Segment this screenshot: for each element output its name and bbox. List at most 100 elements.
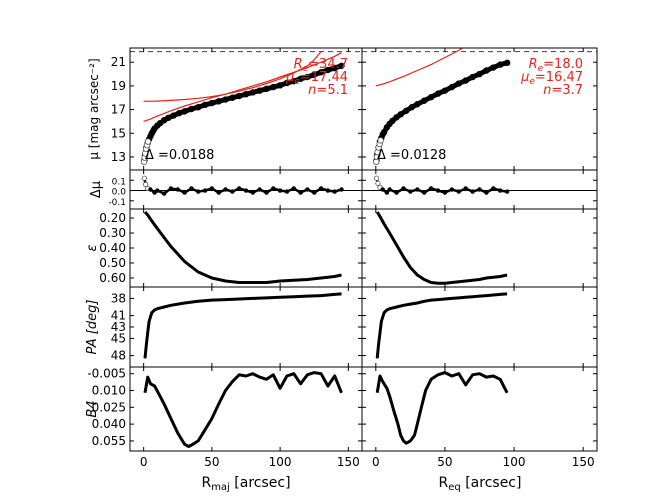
- y-tick-label: 0.010: [92, 384, 126, 398]
- dmu-point: [264, 190, 269, 195]
- dmu-point: [463, 186, 468, 191]
- dmu-point: [387, 187, 392, 192]
- mu-data-line: [141, 63, 343, 161]
- delta-label: Δ =0.0188: [145, 148, 214, 163]
- dmu-point: [332, 189, 337, 194]
- sersic-model-curve: [143, 52, 342, 122]
- x-tick-label: 150: [337, 455, 360, 469]
- equivalent-axis-mu-plot: [362, 48, 597, 165]
- dmu-point: [271, 186, 276, 191]
- dmu-point: [250, 190, 256, 195]
- dmu-point: [216, 190, 221, 195]
- y-tick-label: 21: [111, 55, 126, 69]
- y-tick-label: 38: [111, 291, 126, 305]
- major-axis-pa-plot: [143, 292, 342, 359]
- equivalent-axis-eps-plot: [375, 211, 508, 285]
- sersic-model-curve: [375, 48, 464, 87]
- y-tick-label: 45: [111, 331, 126, 345]
- equivalent-axis-b4-frame: [361, 366, 598, 452]
- dmu-point: [230, 189, 235, 194]
- dmu-point: [384, 190, 390, 195]
- annotation-n: n=3.7: [543, 83, 583, 98]
- dmu-point: [435, 188, 441, 193]
- y-tick-label: 0.025: [92, 400, 126, 414]
- y-tick-label: 15: [111, 126, 126, 140]
- mu-data-line: [374, 60, 508, 161]
- dmu-line: [143, 177, 342, 196]
- pa-line: [375, 292, 508, 359]
- dmu-point: [175, 187, 180, 192]
- dmu-point: [491, 186, 496, 191]
- b4-line: [375, 371, 509, 445]
- x-axis-label-right: Req [arcsec]: [439, 475, 522, 493]
- dmu-point: [401, 186, 406, 191]
- x-tick-label: 150: [572, 455, 595, 469]
- x-tick-label: 50: [437, 455, 452, 469]
- dmu-point: [168, 186, 174, 191]
- y-tick-label: -0.1: [108, 198, 126, 208]
- equivalent-axis-pa-plot: [375, 292, 508, 359]
- dmu-point: [155, 188, 160, 193]
- dmu-point: [325, 188, 331, 193]
- y-tick-label: -0.005: [87, 367, 126, 381]
- dmu-point: [202, 188, 208, 193]
- eps-line: [143, 210, 342, 284]
- dmu-point: [161, 191, 167, 196]
- mu-open-point: [377, 137, 384, 144]
- annotation-mue: μe=17.44: [285, 70, 348, 87]
- x-tick-label: 0: [140, 455, 148, 469]
- dmu-point: [277, 188, 283, 193]
- y-tick-label: 0.055: [92, 434, 126, 448]
- dmu-point: [442, 190, 448, 195]
- dmu-point: [209, 186, 215, 191]
- y-tick-label: 43: [111, 320, 126, 334]
- annotation-mue: μe=16.47: [520, 70, 583, 87]
- y-tick-label: 48: [111, 349, 126, 363]
- dmu-point: [182, 190, 187, 195]
- dmu-point: [408, 189, 413, 194]
- y-tick-label: 0.20: [99, 211, 126, 225]
- mu-open-point: [144, 138, 152, 145]
- dmu-point: [428, 186, 434, 191]
- dmu-point: [189, 186, 194, 191]
- y-axis-label-pa: PA [deg]: [85, 300, 100, 355]
- y-tick-label: 41: [111, 309, 126, 323]
- x-tick-label: 100: [269, 455, 292, 469]
- equivalent-axis-pa-frame: [361, 286, 598, 368]
- y-tick-label: 19: [111, 79, 126, 93]
- dmu-open-point: [141, 175, 147, 181]
- total-model-curve: [375, 62, 508, 162]
- y-tick-label: 0.0: [112, 188, 127, 198]
- dmu-point: [415, 187, 420, 192]
- y-tick-label: 0.50: [99, 256, 126, 270]
- dmu-point: [305, 187, 310, 192]
- b4-line: [143, 371, 343, 448]
- dmu-point: [470, 189, 475, 194]
- x-tick-label: 100: [503, 455, 526, 469]
- dmu-point: [284, 189, 290, 194]
- x-tick-label: 50: [204, 455, 219, 469]
- annotation-n: n=5.1: [308, 83, 348, 98]
- dmu-point: [291, 186, 296, 191]
- equivalent-axis-dmu-plot: [362, 175, 597, 195]
- y-tick-label: 0.1: [112, 177, 126, 187]
- eps-line: [375, 211, 508, 285]
- dmu-point: [498, 188, 503, 193]
- x-tick-label: 0: [372, 455, 380, 469]
- major-axis-b4-plot: [143, 371, 343, 448]
- y-tick-label: 0.60: [99, 271, 126, 285]
- y-tick-label: 17: [111, 103, 126, 117]
- dmu-open-point: [375, 180, 381, 186]
- y-tick-label: 0.30: [99, 226, 126, 240]
- y-tick-label: 0.40: [99, 241, 126, 255]
- y-axis-label-eps: ε: [85, 244, 100, 251]
- major-axis-eps-frame: [129, 208, 363, 288]
- y-tick-label: 0.040: [92, 417, 126, 431]
- dmu-point: [449, 187, 455, 192]
- dmu-point: [339, 187, 344, 192]
- dmu-point: [257, 187, 262, 192]
- major-axis-dmu-plot: [130, 175, 362, 196]
- dmu-point: [456, 189, 461, 194]
- pa-line: [143, 292, 342, 359]
